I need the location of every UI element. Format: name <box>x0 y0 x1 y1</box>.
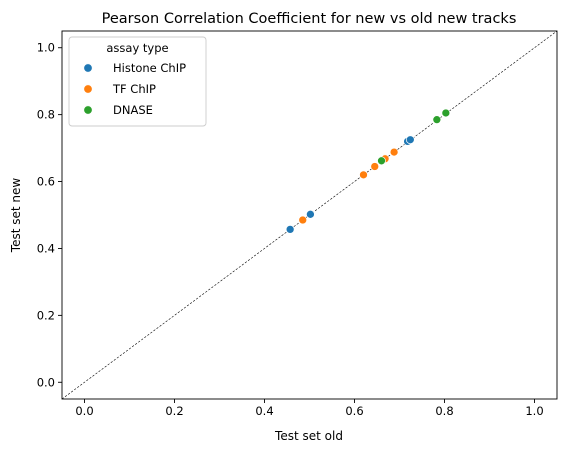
legend-box <box>68 36 207 127</box>
x-tick-label: 1.0 <box>525 404 543 418</box>
legend-marker <box>83 84 93 94</box>
y-tick-label: 1.0 <box>37 41 55 55</box>
data-point <box>359 170 368 180</box>
legend-label: TF ChIP <box>112 82 156 96</box>
data-point <box>285 225 295 234</box>
x-tick-label: 0.2 <box>165 404 183 418</box>
x-axis-label: Test set old <box>274 429 343 443</box>
y-tick-label: 0.8 <box>37 108 55 122</box>
data-point <box>298 215 308 225</box>
data-point <box>441 108 451 118</box>
data-point <box>405 135 415 145</box>
x-tick-label: 0.4 <box>255 404 273 418</box>
legend-marker <box>83 63 93 73</box>
chart-title: Pearson Correlation Coefficient for new … <box>102 11 517 27</box>
y-axis-label: Test set new <box>9 178 23 254</box>
x-tick-label: 0.0 <box>75 404 93 418</box>
data-point <box>306 209 315 219</box>
data-point <box>432 115 442 125</box>
data-point <box>370 162 380 171</box>
y-tick-label: 0.2 <box>37 308 55 322</box>
legend: assay type Histone ChIP TF ChIP DNASE <box>68 36 207 127</box>
legend-marker <box>83 105 93 115</box>
y-tick-label: 0.4 <box>37 241 55 255</box>
plot-frame <box>61 30 558 400</box>
x-tick-label: 0.8 <box>435 404 453 418</box>
y-tick-label: 0.6 <box>37 175 55 189</box>
legend-title: assay type <box>106 41 168 55</box>
y-tick-label: 0.0 <box>37 375 55 389</box>
legend-label: Histone ChIP <box>113 61 186 75</box>
x-tick-label: 0.6 <box>345 404 363 418</box>
data-point <box>377 156 386 166</box>
plot-area: 0.0 0.2 0.4 0.6 0.8 1.0 0.0 0.2 0.4 0.6 0.8 1.0 assa… <box>37 30 558 418</box>
legend-label: DNASE <box>113 103 153 117</box>
series-dnase <box>377 108 451 166</box>
series-histone-chip <box>285 135 415 234</box>
data-point <box>389 147 399 157</box>
